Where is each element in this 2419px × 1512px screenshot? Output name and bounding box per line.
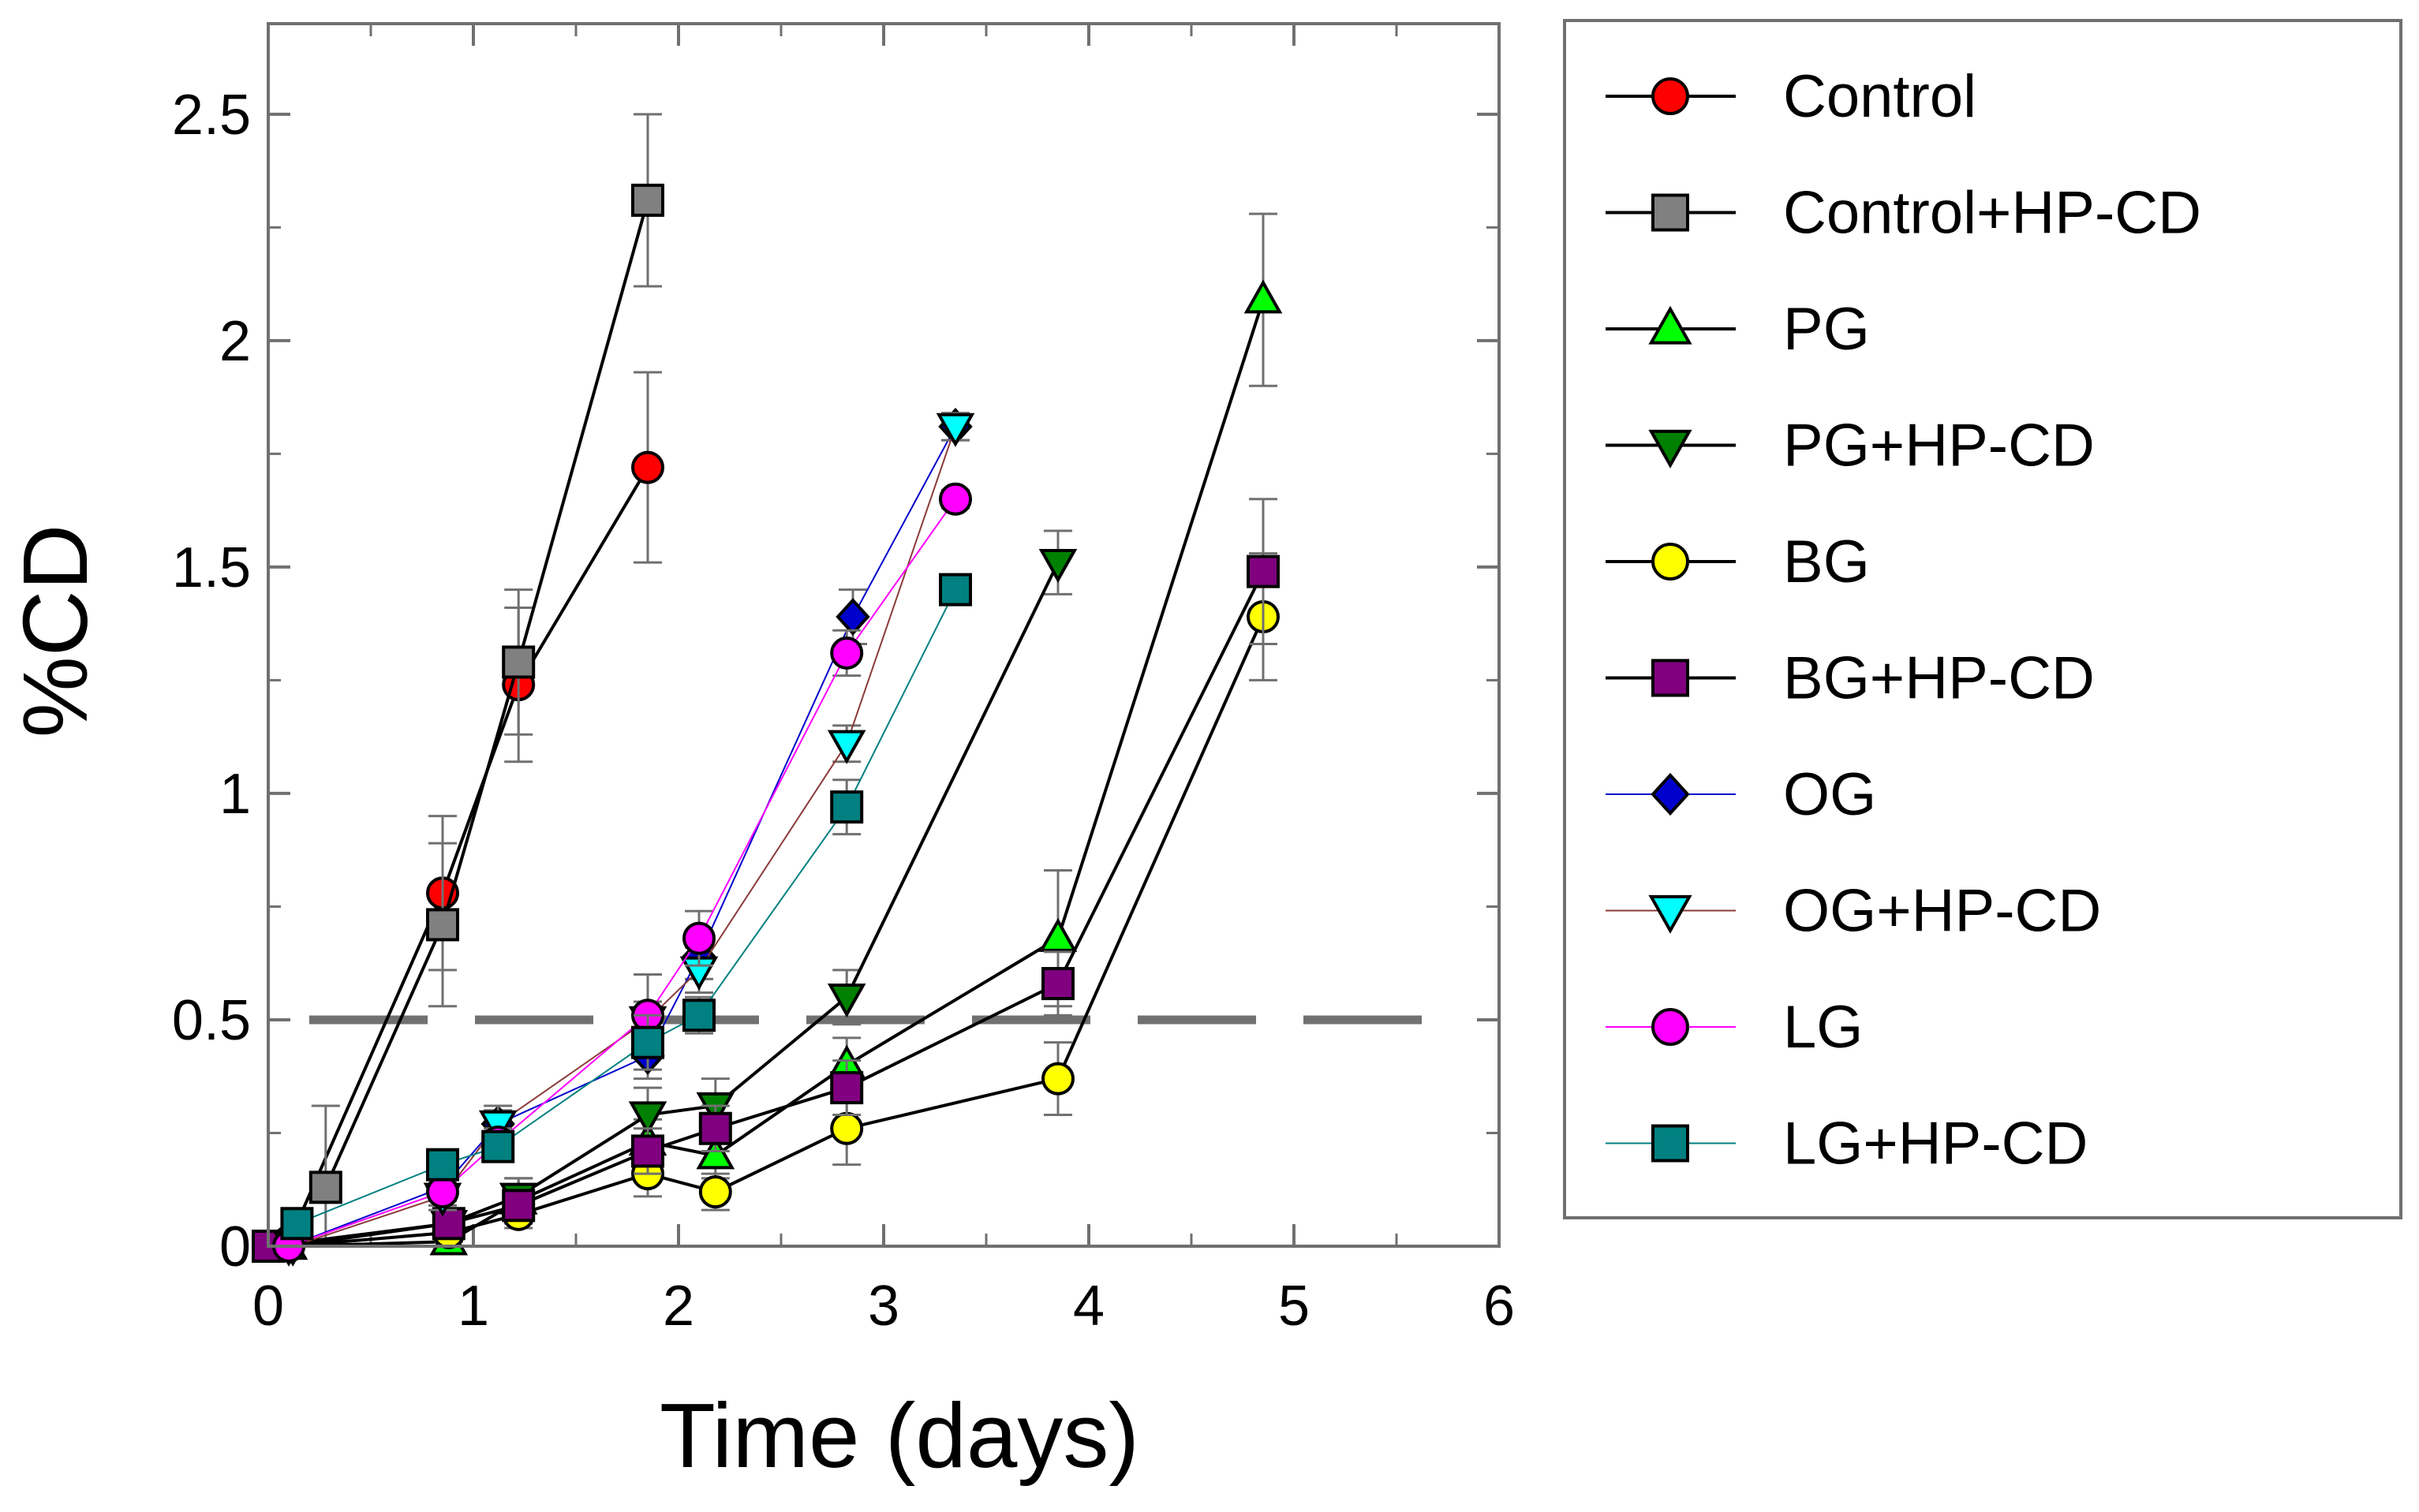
data-point [426, 1175, 459, 1209]
y-tick-label: 0 [219, 1215, 251, 1279]
x-tick-label: 1 [458, 1275, 489, 1338]
legend-label: LG+HP-CD [1783, 1111, 2088, 1178]
data-point [830, 1071, 864, 1105]
data-point [696, 1135, 735, 1170]
data-point [280, 1207, 314, 1241]
data-point [1247, 554, 1280, 588]
data-point [426, 908, 459, 942]
legend-label: PG+HP-CD [1783, 413, 2095, 480]
y-tick-label: 1 [219, 763, 251, 826]
series-bg-hp-cd [252, 498, 1280, 1263]
legend-marker [1651, 1008, 1689, 1046]
legend-label: OG+HP-CD [1783, 878, 2101, 945]
data-point [481, 1129, 515, 1163]
data-point [698, 1175, 732, 1209]
legend-marker [1651, 659, 1689, 697]
data-point [502, 645, 536, 679]
x-tick-label: 6 [1483, 1275, 1515, 1338]
legend-label: OG [1783, 761, 1876, 828]
data-point [936, 413, 975, 447]
y-tick-label: 1.5 [172, 536, 251, 599]
x-tick-label: 2 [663, 1275, 694, 1338]
plot-frame [267, 22, 1501, 1248]
legend: Control Control+HP-CD PG PG+HP-CD BG BG+HP-CD… [1563, 19, 2402, 1219]
data-point [939, 573, 972, 607]
series-line [323, 200, 649, 1189]
data-point [1041, 967, 1075, 1001]
data-point [1041, 1062, 1075, 1096]
legend-label: BG [1783, 528, 1870, 595]
data-point [830, 636, 864, 670]
data-point [827, 730, 866, 764]
data-point [698, 1111, 732, 1145]
data-point [1038, 548, 1078, 584]
data-point [631, 1134, 664, 1168]
data-point [1243, 279, 1283, 314]
data-point [682, 921, 716, 955]
plot-area: 0 1 2 3 4 5 6 0 0.5 1 1.5 2 2.5 [172, 24, 1515, 1338]
data-point [432, 1207, 465, 1241]
data-point [426, 1148, 459, 1182]
series-lg-hp-cd [280, 573, 972, 1241]
legend-label: PG [1783, 296, 1870, 363]
legend-marker [1648, 305, 1692, 345]
legend-marker [1651, 1124, 1689, 1163]
legend-box [1563, 19, 2402, 1219]
legend-label: BG+HP-CD [1783, 645, 2095, 712]
legend-marker [1651, 77, 1689, 115]
data-point [631, 183, 664, 217]
x-tick-label: 3 [868, 1275, 899, 1338]
series-control-hp-cd [308, 113, 664, 1248]
x-axis-title: Time (days) [660, 1384, 1139, 1487]
legend-label: Control+HP-CD [1783, 180, 2201, 247]
legend-label: Control [1783, 63, 1976, 130]
data-point [830, 790, 864, 824]
data-point [308, 1170, 342, 1204]
data-point [827, 984, 866, 1018]
data-point [631, 1025, 664, 1059]
x-tick-label: 4 [1073, 1275, 1105, 1338]
y-tick-label: 2.5 [172, 84, 251, 147]
legend-marker [1651, 772, 1690, 816]
data-point [836, 598, 870, 636]
x-tick-label: 5 [1278, 1275, 1310, 1338]
legend-marker [1651, 193, 1689, 232]
y-tick-label: 2 [219, 310, 251, 373]
legend-label: LG [1783, 994, 1863, 1061]
data-point [939, 482, 972, 516]
data-point [682, 999, 716, 1032]
data-point [631, 450, 664, 484]
x-tick-label: 0 [252, 1275, 284, 1338]
data-point [628, 1101, 667, 1136]
y-axis-title: %CD [4, 525, 107, 738]
data-point [830, 1111, 864, 1145]
data-point [1038, 917, 1078, 952]
legend-marker [1648, 429, 1692, 469]
legend-marker [1651, 543, 1689, 581]
data-point [502, 1189, 536, 1223]
y-tick-label: 0.5 [172, 989, 251, 1052]
legend-marker [1648, 894, 1692, 934]
